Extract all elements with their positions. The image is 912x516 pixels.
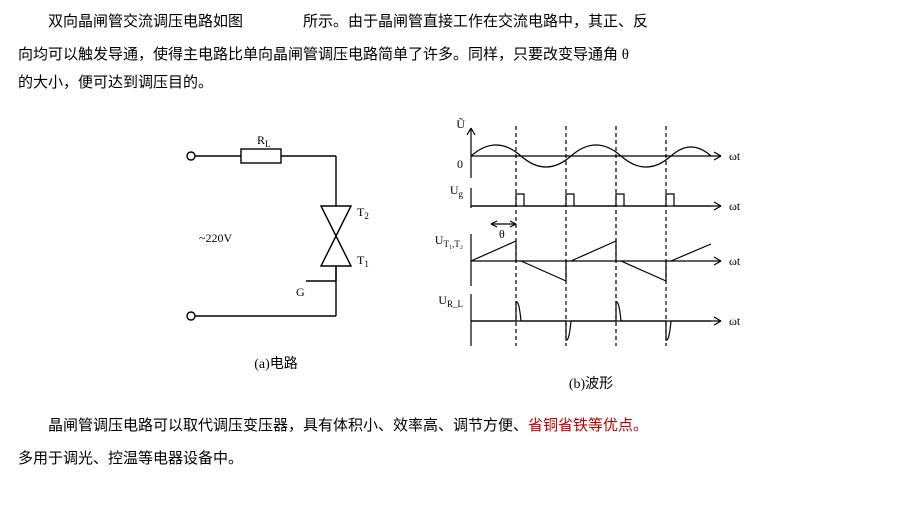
svg-text:UR_L: UR_L <box>438 293 463 309</box>
p1-gap <box>243 14 303 30</box>
svg-text:RL: RL <box>257 133 271 149</box>
svg-text:T2: T2 <box>357 205 369 221</box>
svg-text:UT₁,T₂: UT₁,T₂ <box>435 233 463 249</box>
p1-line3: 的大小，便可达到调压目的。 <box>18 69 894 98</box>
p1-line1-pre: 双向晶闸管交流调压电路如图 <box>48 14 243 30</box>
waveform-caption: (b)波形 <box>431 372 751 399</box>
p2-part1: 晶闸管调压电路可以取代调压变压器，具有体积小、效率高、调节方便、 <box>48 418 528 434</box>
svg-text:Ug: Ug <box>450 183 464 199</box>
svg-text:Ũ: Ũ <box>456 117 465 131</box>
svg-text:ωt: ωt <box>729 199 741 213</box>
svg-text:ωt: ωt <box>729 254 741 268</box>
svg-text:θ: θ <box>499 227 505 241</box>
p2-line2: 多用于调光、控温等电器设备中。 <box>18 445 894 474</box>
p1-line2: 向均可以触发导通，使得主电路比单向晶闸管调压电路简单了许多。同样，只要改变导通角… <box>18 41 894 70</box>
waveform-diagram: Ũ 0 ωt Ug ωt θ UT₁,T₂ ωt UR_L ωt (b)波形 <box>431 116 751 399</box>
p2-highlight: 省铜省铁等优点。 <box>528 418 648 434</box>
svg-text:0: 0 <box>457 157 463 171</box>
circuit-diagram: RL T2 T1 G ~220V (a)电路 <box>161 116 391 379</box>
conclusion-paragraph: 晶闸管调压电路可以取代调压变压器，具有体积小、效率高、调节方便、省铜省铁等优点。 <box>18 412 894 441</box>
figures-container: RL T2 T1 G ~220V (a)电路 <box>18 116 894 399</box>
circuit-caption: (a)电路 <box>161 352 391 379</box>
svg-text:G: G <box>296 285 305 299</box>
svg-text:T1: T1 <box>357 253 369 269</box>
svg-text:ωt: ωt <box>729 314 741 328</box>
svg-text:ωt: ωt <box>729 149 741 163</box>
intro-paragraph: 双向晶闸管交流调压电路如图 所示。由于晶闸管直接工作在交流电路中，其正、反 <box>18 8 894 37</box>
p1-line1-post: 所示。由于晶闸管直接工作在交流电路中，其正、反 <box>303 14 648 30</box>
svg-text:~220V: ~220V <box>199 231 232 245</box>
